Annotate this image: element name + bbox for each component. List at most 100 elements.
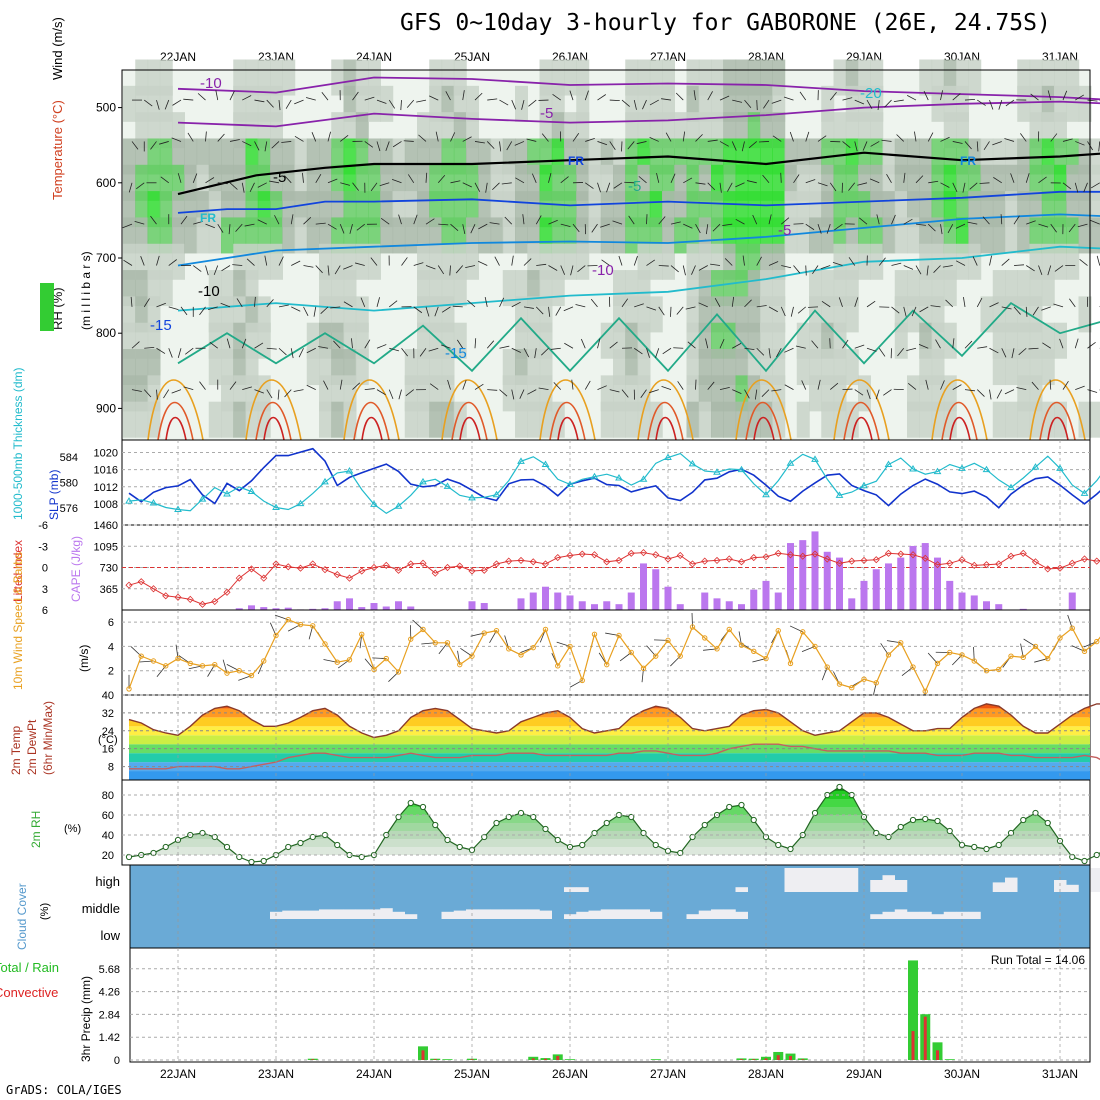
li-marker-25 [431,569,439,577]
wind-barb [1047,90,1052,101]
wind-barb [1005,99,1015,107]
cloud-unit: (%) [39,903,51,920]
wind-barb [1013,306,1021,315]
li-tick-1: -3 [38,541,48,553]
li-marker-72 [1007,552,1015,560]
wind-barb [799,91,807,101]
wind-barb [854,141,858,152]
wind-barb [870,141,880,147]
precip-panel-frame [129,947,1091,1063]
cape-bar-64 [909,545,917,610]
wind-barb [591,223,598,233]
p-tick-label-3: 800 [96,326,116,340]
cloud-middle-33 [527,909,540,919]
wind-barb [580,338,586,349]
rh-cell [662,243,675,280]
wind-barb [1018,347,1027,356]
thickness-line-marker [198,495,207,502]
rh-cell [294,217,308,254]
precip-conv-bar-55 [801,1059,805,1060]
wind-barb [370,257,378,266]
thickness-line-marker [737,465,746,473]
li-marker-34 [541,560,550,568]
wind-marker-8 [224,670,230,676]
wind-marker-78 [1081,648,1088,654]
thickness-line-marker [296,499,305,507]
bottom-day-label-4: 26JAN [552,1067,588,1081]
wind-barb [707,381,715,390]
precip-conv-bar-15 [311,1059,315,1060]
cloud-high-56 [809,868,822,892]
wind-barb [744,347,755,351]
wind-barb [474,182,481,192]
cloud-middle-34 [539,910,552,919]
wind-barb [658,216,666,225]
wind-barb [523,306,534,309]
wind-marker-71 [996,666,1002,673]
rh-marker-6 [199,829,206,837]
wind-marker-70 [983,668,990,674]
wind-barbs-upper [122,90,1100,400]
cape-bar-38 [591,604,598,610]
wind-barb [1028,347,1039,350]
rh-marker-22 [395,813,402,821]
li-marker-37 [578,550,586,558]
wind-barb [339,224,345,234]
very-hot-contour-8 [949,416,971,441]
wind-barb [807,306,819,308]
wind-barb [1049,379,1052,390]
wind-barb [964,141,972,150]
rh-cell [331,401,345,438]
wind-barb [522,214,525,225]
wind-barb [419,348,427,357]
wind-barb [445,91,451,101]
wind-barb [360,297,366,308]
contour-label-12: -20 [860,85,882,102]
wind-barb [842,97,853,101]
rh-legend-swatch [40,283,54,331]
cape-bar-59 [848,598,856,610]
rh-marker-9 [236,853,243,861]
wind-barb [1001,306,1012,310]
temp-band [129,735,1090,745]
wind-marker-19 [359,631,365,637]
wind-barb [618,255,623,266]
wind-barb [649,99,659,106]
wind-barb [903,306,907,317]
slp-label: SLP (mb) [47,470,61,520]
rh-cell [992,217,1006,254]
wind-barb [756,347,765,356]
rh-marker-7 [211,833,218,841]
wind-marker-18 [346,657,353,663]
rh-marker-33 [530,813,537,821]
rh-marker-31 [505,813,512,821]
rh-tick-2: 60 [102,810,114,822]
wind-barb [156,99,160,110]
contour-label-3: FR [568,154,584,168]
wind-barb [875,389,880,400]
cape-bar-17 [333,601,341,610]
contour-label-8: -10 [592,262,614,279]
wind-barb [330,306,341,309]
rh-cell [1078,296,1092,333]
rh-cell [882,217,896,254]
wind-barb [719,182,722,193]
wind-barb [1000,214,1003,225]
wind-barb [926,265,929,276]
wind-barb [1050,133,1058,142]
cape-tick-2: 1095 [94,541,118,553]
wind-barb [229,139,240,142]
wind-barb [452,305,463,308]
rh-cell [772,401,786,438]
rh-cell [821,217,835,254]
temp-tick-2: 24 [102,726,114,738]
wind-barb [254,389,264,394]
wind-barb [658,265,669,267]
cloud-high-54 [784,868,797,892]
wind-barb [187,132,194,142]
rh-cell [625,401,639,438]
li-marker-51 [750,554,758,562]
wind-barb [695,182,706,185]
wind-barb [915,223,926,226]
wind-marker-68 [959,652,965,658]
